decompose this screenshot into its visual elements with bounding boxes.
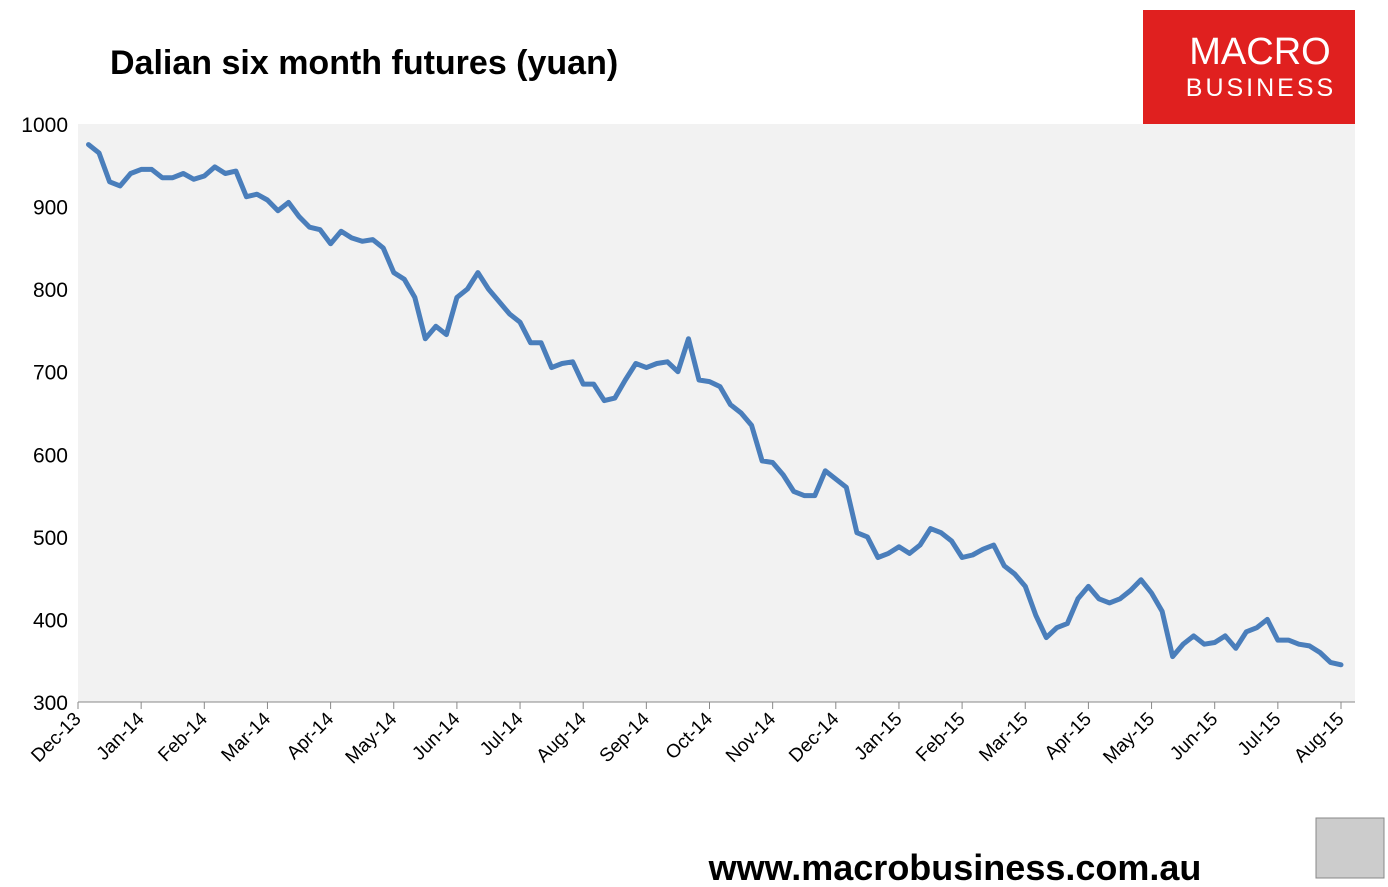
y-tick-label: 300 xyxy=(33,692,68,715)
y-tick-label: 800 xyxy=(33,279,68,302)
y-tick-label: 700 xyxy=(33,362,68,385)
footer-url: www.macrobusiness.com.au xyxy=(708,847,1202,882)
mascot-image xyxy=(1315,817,1385,879)
plot-area xyxy=(78,124,1355,702)
y-tick-label: 1000 xyxy=(21,114,68,137)
y-tick-label: 900 xyxy=(33,197,68,220)
chart-title: Dalian six month futures (yuan) xyxy=(110,44,618,82)
logo-text: MACRO xyxy=(1189,31,1330,73)
data-line xyxy=(86,142,1344,668)
logo-text: BUSINESS xyxy=(1186,74,1336,102)
y-tick-label: 500 xyxy=(33,527,68,550)
y-tick-label: 400 xyxy=(33,609,68,632)
y-tick-label: 600 xyxy=(33,444,68,467)
logo-box xyxy=(1143,10,1355,124)
